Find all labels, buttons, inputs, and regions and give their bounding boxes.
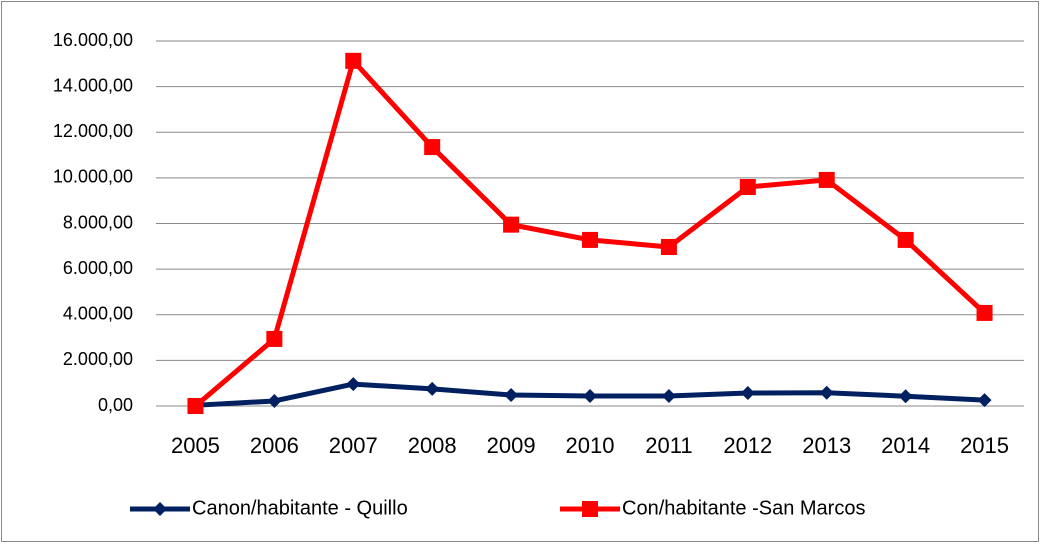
point — [582, 231, 598, 248]
y-tick-label: 2.000,00 — [63, 349, 133, 369]
point — [583, 388, 597, 403]
y-tick-label: 8.000,00 — [63, 212, 133, 232]
point — [660, 238, 677, 255]
point — [898, 389, 913, 404]
point — [267, 393, 282, 408]
point — [187, 398, 204, 414]
point — [425, 381, 440, 396]
legend-label: Con/habitante -San Marcos — [622, 497, 865, 519]
point — [740, 385, 755, 400]
point — [819, 385, 834, 400]
x-tick-label: 2011 — [645, 433, 692, 458]
point — [346, 377, 361, 392]
x-tick-label: 2010 — [566, 433, 615, 458]
point — [345, 52, 362, 69]
x-tick-label: 2005 — [171, 433, 220, 458]
legend-label: Canon/habitante - Quillo — [192, 497, 408, 519]
y-tick-label: 6.000,00 — [63, 258, 133, 278]
x-tick-label: 2007 — [329, 433, 378, 458]
point — [818, 171, 835, 188]
y-tick-label: 12.000,00 — [53, 121, 133, 141]
y-tick-label: 10.000,00 — [53, 167, 133, 187]
y-tick-label: 4.000,00 — [63, 304, 133, 324]
x-tick-label: 2014 — [881, 433, 930, 458]
point — [266, 330, 283, 347]
point — [424, 139, 441, 156]
y-tick-label: 14.000,00 — [53, 75, 133, 95]
x-tick-label: 2012 — [723, 433, 772, 458]
point — [503, 216, 520, 233]
x-tick-label: 2008 — [408, 433, 457, 458]
legend-marker — [153, 502, 167, 516]
point — [897, 231, 914, 248]
x-tick-label: 2013 — [802, 433, 851, 458]
point — [977, 393, 992, 408]
y-tick-label: 16.000,00 — [53, 30, 133, 50]
point — [504, 388, 519, 403]
x-tick-label: 2009 — [487, 433, 536, 458]
x-tick-label: 2006 — [250, 433, 299, 458]
point — [739, 179, 756, 195]
point — [661, 388, 676, 403]
point — [976, 304, 993, 321]
x-tick-label: 2015 — [960, 433, 1009, 458]
legend-marker — [582, 501, 598, 517]
y-tick-label: 0,00 — [98, 395, 133, 415]
